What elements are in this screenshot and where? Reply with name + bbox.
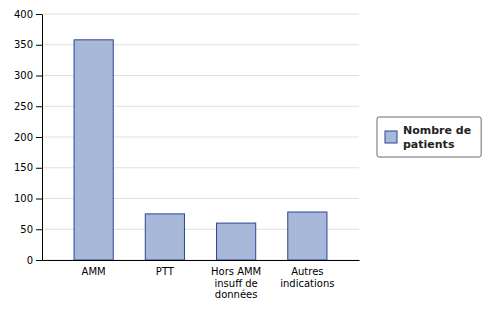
bar (74, 40, 113, 260)
y-tick-label: 300 (14, 70, 33, 81)
y-tick-label: 100 (14, 193, 33, 204)
x-tick-label-line: Hors AMM (211, 266, 261, 277)
plot-area: 050100150200250300350400AMMPTTHors AMMin… (14, 9, 360, 300)
x-axis: AMM PTT Hors AMMinsuff dedonnées Autresindi… (43, 261, 360, 301)
y-tick: 250 (14, 101, 42, 112)
y-tick-label: 350 (14, 39, 33, 50)
y-tick: 50 (20, 224, 42, 235)
y-tick-label: 200 (14, 132, 33, 143)
x-tick-label-line: données (215, 289, 258, 300)
bars (74, 40, 327, 260)
y-tick-mark (36, 229, 42, 230)
y-tick: 300 (14, 70, 42, 81)
y-tick-mark (36, 14, 42, 15)
y-tick: 400 (14, 9, 42, 20)
legend-swatch (385, 131, 397, 143)
grid (42, 14, 359, 260)
y-tick-mark (36, 168, 42, 169)
y-tick-label: 250 (14, 101, 33, 112)
y-tick: 100 (14, 193, 42, 204)
x-tick: Hors AMMinsuff dedonnées (211, 266, 261, 300)
chart-svg: 050100150200250300350400AMMPTTHors AMMin… (0, 0, 484, 310)
x-tick-label-line: Autres (291, 266, 323, 277)
y-tick-label: 150 (14, 162, 33, 173)
x-tick-label-line: AMM (82, 266, 106, 277)
y-tick: 200 (14, 132, 42, 143)
y-tick: 0 (27, 255, 42, 266)
x-tick: AMM (82, 266, 106, 277)
legend-label: Nombre depatients (403, 124, 471, 151)
legend: Nombre depatients (377, 117, 481, 157)
bar (217, 223, 256, 260)
y-tick-mark (36, 106, 42, 107)
y-tick-mark (36, 199, 42, 200)
y-tick-mark (36, 76, 42, 77)
x-tick: PTT (156, 266, 175, 277)
bar (288, 212, 327, 260)
y-tick: 350 (14, 39, 42, 50)
bar (145, 214, 184, 260)
x-tick-label: AMM (82, 266, 106, 277)
x-tick-label: Hors AMMinsuff dedonnées (211, 266, 261, 300)
y-tick-label: 400 (14, 9, 33, 20)
x-tick-label: Autresindications (280, 266, 334, 289)
legend-frame (377, 117, 481, 157)
y-tick-label: 50 (20, 224, 33, 235)
y-tick: 150 (14, 162, 42, 173)
x-axis-line (43, 260, 360, 261)
legend-label-line: Nombre de (403, 124, 471, 137)
y-tick-mark (36, 260, 42, 261)
y-tick-label: 0 (27, 255, 33, 266)
y-axis-line (42, 15, 43, 261)
y-axis: 0 50 100 150 200 250 300 350 400 (14, 9, 43, 266)
x-tick: Autresindications (280, 266, 334, 289)
y-tick-mark (36, 137, 42, 138)
grid-line (42, 14, 359, 15)
x-tick-label: PTT (156, 266, 175, 277)
chart-container: 050100150200250300350400AMMPTTHors AMMin… (0, 0, 484, 310)
x-tick-label-line: insuff de (215, 278, 258, 289)
x-tick-label-line: PTT (156, 266, 175, 277)
x-tick-label-line: indications (280, 278, 334, 289)
legend-label-line: patients (403, 138, 455, 151)
y-tick-mark (36, 45, 42, 46)
